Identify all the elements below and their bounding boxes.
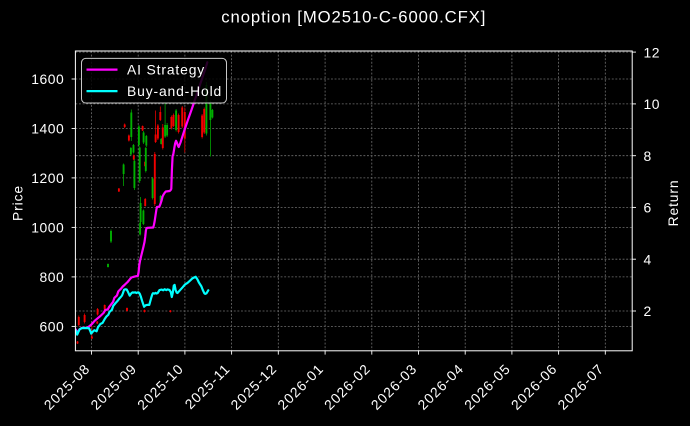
svg-text:Price: Price	[10, 185, 26, 221]
svg-text:8: 8	[644, 148, 652, 164]
svg-text:6: 6	[644, 200, 652, 216]
svg-text:Return: Return	[665, 180, 681, 227]
svg-text:4: 4	[644, 251, 652, 267]
svg-text:12: 12	[644, 44, 661, 60]
svg-text:1400: 1400	[31, 121, 64, 137]
svg-text:2: 2	[644, 303, 652, 319]
svg-text:AI Strategy: AI Strategy	[127, 62, 205, 78]
svg-text:cnoption [MO2510-C-6000.CFX]: cnoption [MO2510-C-6000.CFX]	[221, 7, 486, 26]
svg-text:Buy-and-Hold: Buy-and-Hold	[127, 83, 222, 99]
svg-text:800: 800	[39, 269, 64, 285]
svg-text:1000: 1000	[31, 220, 64, 236]
svg-text:10: 10	[644, 96, 661, 112]
svg-text:1200: 1200	[31, 170, 64, 186]
svg-text:600: 600	[39, 319, 64, 335]
svg-text:1600: 1600	[31, 71, 64, 87]
